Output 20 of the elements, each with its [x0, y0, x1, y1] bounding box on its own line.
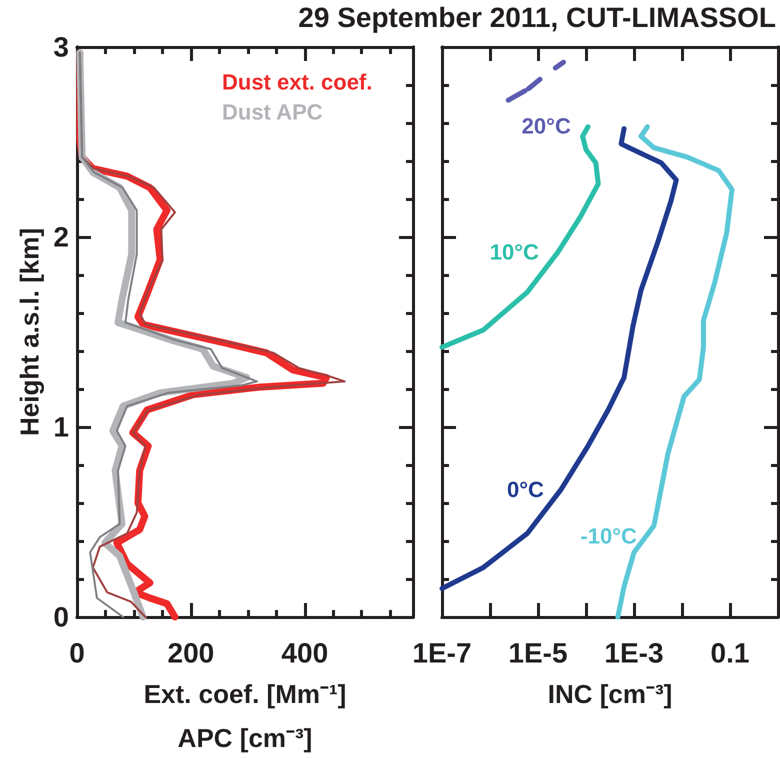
x-axis-title: INC [cm⁻³] [548, 678, 672, 709]
x-tick-label: 0.1 [710, 638, 750, 668]
text: Dust ext. coef. [222, 70, 372, 94]
series-label: 0°C [506, 477, 544, 502]
series-label: 10°C [490, 240, 540, 265]
y-tick-label: 3 [53, 32, 69, 62]
y-tick-label: 1 [53, 412, 69, 442]
y-axis-title: Height a.s.l. [km] [14, 228, 45, 436]
x-tick-label: 1E-7 [412, 638, 472, 668]
series-label: -10°C [580, 523, 638, 548]
y-tick-label: 2 [53, 222, 69, 252]
x-tick-label: 1E-3 [604, 638, 664, 668]
x-tick-label: 400 [281, 638, 328, 668]
y-tick-label: 0 [53, 602, 69, 632]
series-label: 20°C [522, 114, 571, 139]
text: Dust APC [222, 100, 323, 124]
x-axis-title: Ext. coef. [Mm⁻¹] APC [cm⁻³] [144, 678, 346, 753]
x-tick-label: 1E-5 [508, 638, 568, 668]
chart-title: 29 September 2011, CUT-LIMASSOL [298, 2, 776, 34]
x-tick-label: 200 [168, 638, 214, 668]
